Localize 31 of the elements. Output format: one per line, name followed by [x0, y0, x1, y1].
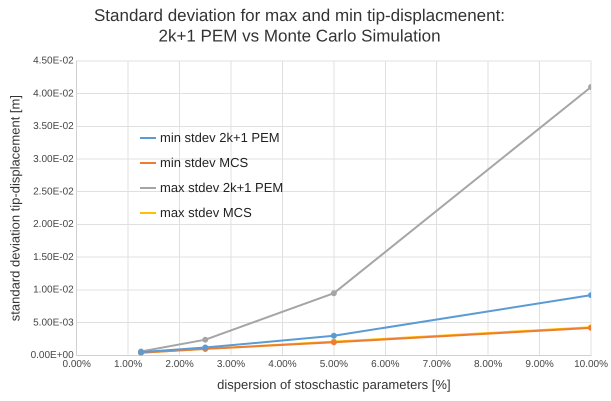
- x-tick-label: 4.00%: [268, 359, 297, 370]
- y-axis-title: standard deviation tip-displacement [m]: [7, 95, 22, 322]
- x-axis-title: dispersion of stoschastic parameters [%]: [217, 376, 451, 392]
- y-tick-label: 2.00E-02: [33, 219, 74, 230]
- point: [202, 336, 208, 343]
- point: [330, 332, 337, 339]
- y-tick-label: 0.00E+00: [30, 350, 74, 362]
- x-tick-label: 8.00%: [474, 359, 502, 370]
- y-tick-label: 2.50E-02: [33, 186, 74, 198]
- x-tick-label: 0.00%: [62, 359, 91, 370]
- legend-label: max stdev MCS: [160, 205, 252, 220]
- x-tick-label: 7.00%: [422, 359, 452, 370]
- legend-label: max stdev 2k+1 PEM: [160, 180, 284, 195]
- chart-title: Standard deviation for max and min tip-displacmenent: 2k+1 PEM vs Monte Carlo Simulation: [94, 6, 506, 46]
- y-tick-label: 4.50E-02: [33, 56, 74, 67]
- x-tick-label: 6.00%: [371, 359, 400, 370]
- y-tick-label: 3.00E-02: [33, 154, 74, 165]
- y-tick-label: 3.50E-02: [33, 121, 74, 132]
- x-tick-label: 1.00%: [114, 359, 142, 370]
- x-tick-label: 9.00%: [525, 359, 554, 370]
- point: [330, 290, 337, 296]
- x-tick-label: 2.00%: [165, 359, 194, 370]
- legend-label: min stdev MCS: [160, 155, 248, 170]
- y-tick-label: 5.00E-03: [33, 317, 74, 328]
- y-tick-label: 4.00E-02: [33, 88, 74, 100]
- y-tick-label: 1.50E-02: [33, 252, 74, 263]
- y-tick-label: 1.00E-02: [33, 284, 74, 296]
- x-tick-label: 10.00%: [574, 359, 608, 370]
- x-tick-label: 3.00%: [216, 359, 246, 370]
- legend-label: min stdev 2k+1 PEM: [160, 130, 280, 145]
- x-tick-label: 5.00%: [320, 359, 348, 370]
